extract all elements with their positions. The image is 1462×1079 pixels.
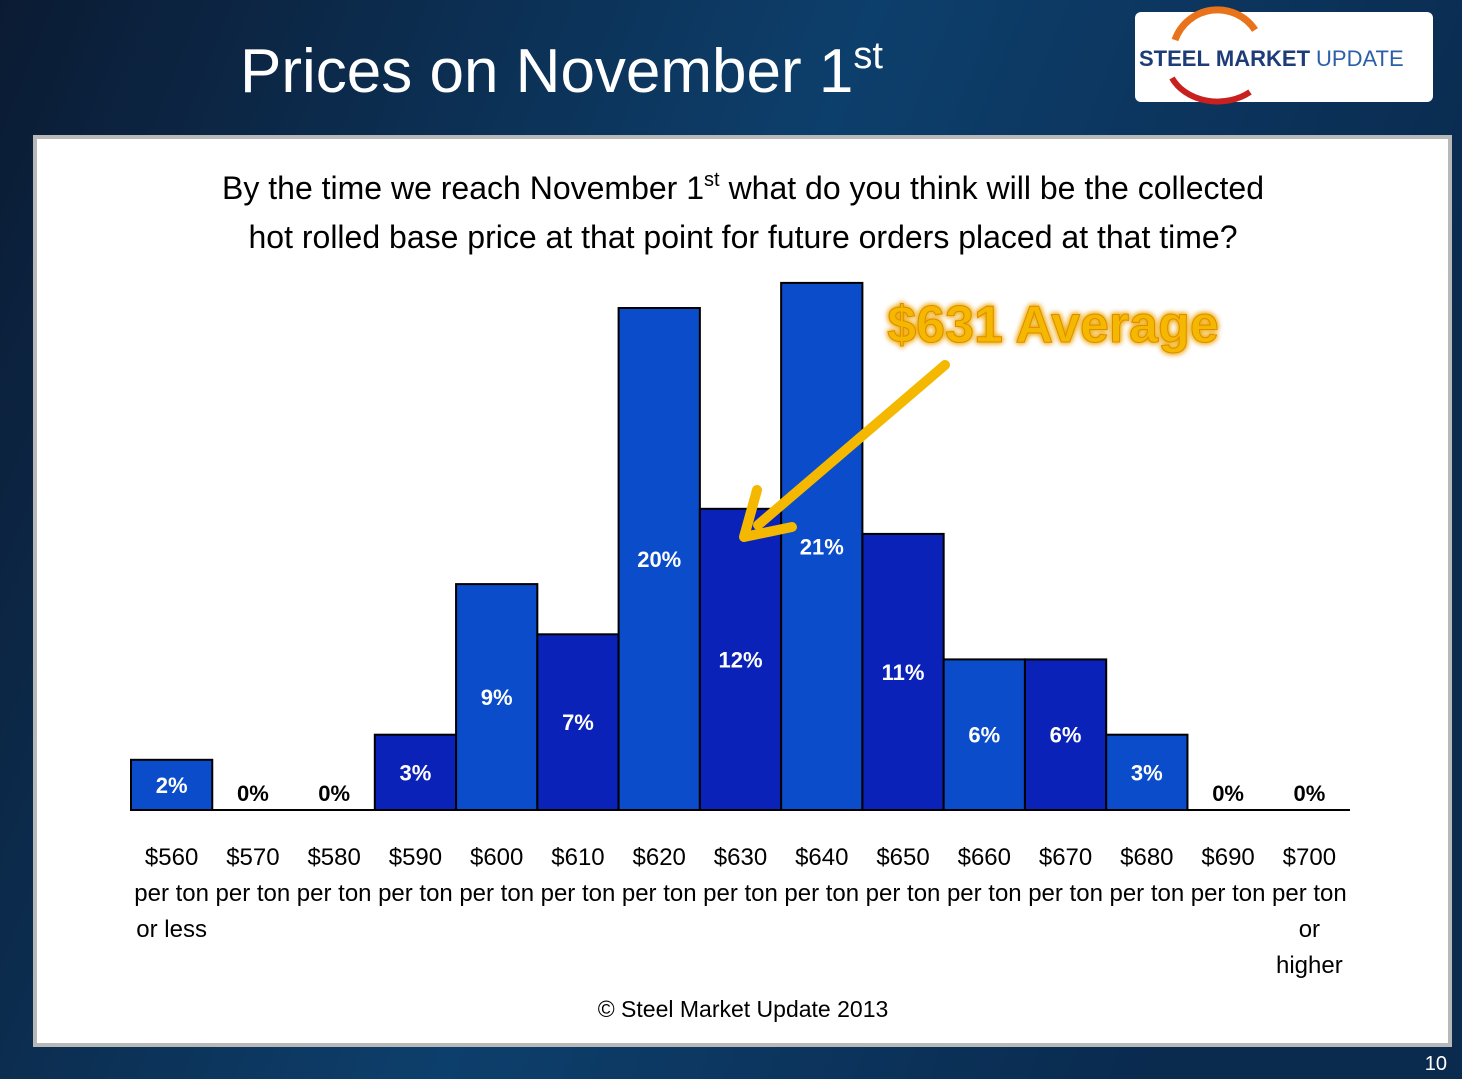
logo-box [1135, 12, 1433, 102]
data-label: 21% [800, 534, 844, 559]
bar [780, 281, 864, 811]
subtitle-sup: st [704, 169, 720, 191]
bar [1105, 733, 1189, 812]
x-tick-label: $580 per ton [296, 844, 372, 907]
x-tick-label: $650 per ton [865, 844, 941, 907]
x-tick-label: $660 per ton [946, 844, 1022, 907]
x-tick-label: $700 per ton or higher [1272, 844, 1347, 979]
x-tick-label: $640 per ton [784, 844, 860, 907]
bars: 2% 0% 0% 3% 9% 7% 20% 12% 21% 11% 6% 6% 3% 0% 0% [130, 281, 1325, 812]
subtitle-line: By the time we reach November 1st what do… [222, 169, 1264, 206]
bar [942, 658, 1026, 812]
logo-text: STEEL MARKET UPDATE [1139, 46, 1404, 71]
logo-word: MARKET [1216, 46, 1311, 71]
data-label: 0% [237, 781, 269, 806]
data-label: 2% [156, 773, 188, 798]
data-label: 6% [1050, 723, 1082, 748]
logo-word: STEEL [1139, 46, 1210, 71]
x-tick-label: $680 per ton [1109, 844, 1185, 907]
data-label: 9% [481, 685, 513, 710]
logo-swoosh [1171, 6, 1258, 42]
data-label: 7% [562, 710, 594, 735]
data-label: 20% [637, 547, 681, 572]
bar [1023, 658, 1108, 812]
x-tick-label: $620 per ton [621, 844, 697, 907]
title-text: Prices on November 1 [240, 37, 853, 106]
slide-title: Prices on November 1st [240, 35, 883, 106]
data-label: 11% [882, 660, 925, 685]
data-label: 0% [318, 781, 350, 806]
subtitle-line: hot rolled base price at that point for … [248, 219, 1237, 255]
logo-swoosh [1169, 76, 1252, 105]
x-tick-label: $630 per ton [703, 844, 778, 907]
bar [455, 583, 539, 811]
data-label: 0% [1212, 781, 1244, 806]
x-tick-label: $690 per ton [1190, 844, 1266, 907]
x-tick-label: $670 per ton [1028, 844, 1103, 907]
data-label: 12% [718, 647, 762, 672]
bar [698, 507, 783, 811]
footer: © Steel Market Update 2013 [598, 996, 889, 1022]
data-label: 0% [1293, 781, 1325, 806]
logo-word: UPDATE [1316, 46, 1404, 71]
bar [130, 758, 214, 811]
x-tick-label: $560 per ton or less [134, 844, 209, 943]
x-tick-label: $570 per ton [215, 844, 291, 907]
x-tick-label: $610 per ton [540, 844, 616, 907]
x-tick-label: $590 per ton [378, 844, 453, 907]
subtitle-text: hot rolled base price at that point for … [248, 219, 1237, 255]
x-tick-label: $600 per ton [459, 844, 535, 907]
bar [373, 733, 458, 812]
bar [536, 633, 620, 811]
annotation: $631 Average [887, 296, 1219, 354]
page-number: 10 [1425, 1053, 1447, 1075]
data-label: 6% [968, 723, 1000, 748]
subtitle-text: By the time we reach November 1 [222, 170, 704, 206]
subtitle-text: what do you think will be the collected [728, 170, 1264, 206]
data-label: 3% [400, 760, 432, 785]
data-label: 3% [1131, 760, 1163, 785]
title-sup: st [853, 35, 883, 77]
annotation-arrow [753, 360, 950, 530]
annotation-arrowhead [739, 485, 797, 542]
